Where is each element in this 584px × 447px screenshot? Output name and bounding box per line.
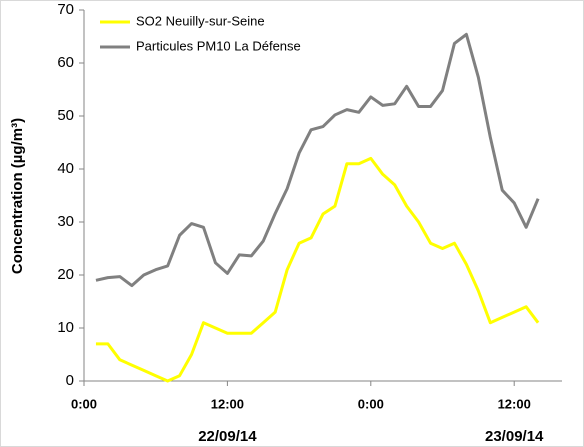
y-tick-label: 50 (57, 107, 74, 124)
y-axis-label: Concentration (µg/m³) (9, 118, 26, 274)
y-tick-label: 0 (66, 372, 74, 389)
y-tick-label: 70 (57, 1, 74, 18)
x-tick-label: 0:00 (71, 396, 97, 411)
legend-label: SO2 Neuilly-sur-Seine (136, 13, 265, 28)
y-tick-label: 10 (57, 319, 74, 336)
series-line (95, 32, 540, 288)
y-tick-label: 20 (57, 266, 74, 283)
x-tick-label: 0:00 (358, 396, 384, 411)
x-tick-label: 12:00 (211, 396, 244, 411)
y-tick-label: 30 (57, 213, 74, 230)
date-label: 22/09/14 (198, 428, 257, 445)
series-line (95, 156, 540, 383)
date-label: 23/09/14 (485, 428, 544, 445)
y-tick-label: 40 (57, 160, 74, 177)
legend-label: Particules PM10 La Défense (136, 38, 301, 53)
y-tick-label: 60 (57, 54, 74, 71)
x-tick-label: 12:00 (498, 396, 531, 411)
